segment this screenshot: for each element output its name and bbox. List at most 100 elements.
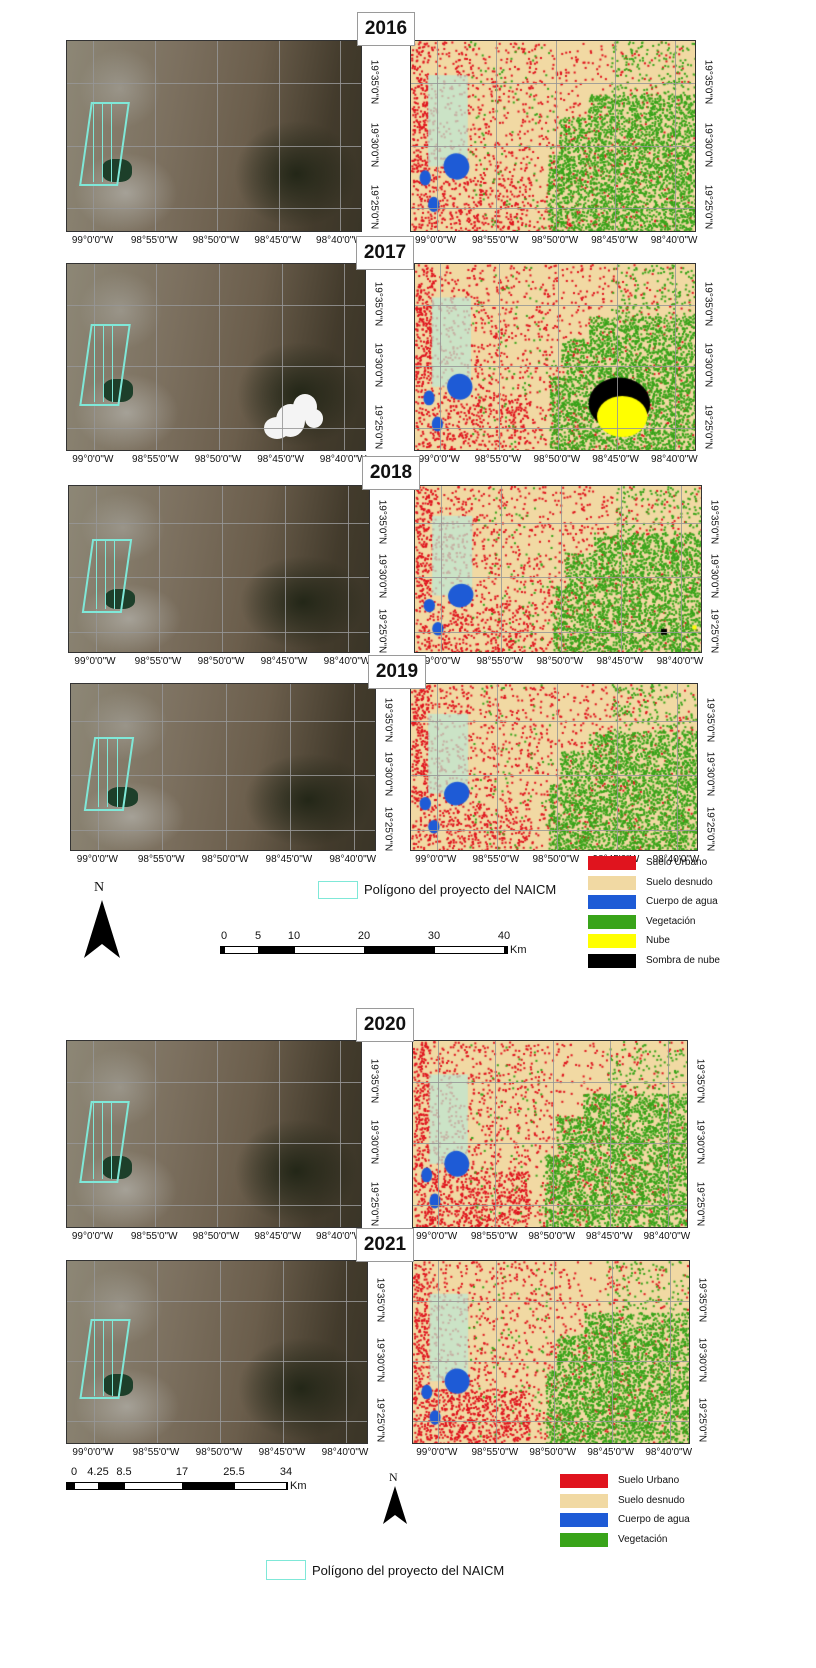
polygon-inner-line bbox=[111, 1100, 113, 1179]
longitude-tick-label: 98°55'0"W bbox=[476, 656, 524, 667]
scale-bar-segment bbox=[295, 947, 364, 953]
latitude-tick-label: 19°35'0"N bbox=[368, 59, 380, 105]
latitude-tick-label: 19°35'0"N bbox=[374, 1277, 386, 1323]
polygon-inner-line bbox=[103, 1319, 104, 1396]
lake-water-body bbox=[102, 1156, 132, 1179]
grid-line-horizontal bbox=[67, 366, 365, 368]
land-cover-classification-map bbox=[412, 1260, 690, 1444]
longitude-tick-label: 99°0'0"W bbox=[416, 1231, 458, 1242]
scale-label: 25.5 bbox=[223, 1466, 245, 1478]
scale-label: 20 bbox=[357, 930, 371, 942]
longitude-tick-label: 98°40'0"W bbox=[316, 235, 363, 246]
scale-bar-bottom: 0 4.25 8.5 17 25.5 34 Km bbox=[66, 1466, 356, 1496]
legend-swatch bbox=[560, 1493, 608, 1508]
latitude-tick-label: 19°30'0"N bbox=[368, 1120, 380, 1165]
longitude-tick-label: 98°55'0"W bbox=[132, 1447, 180, 1458]
grid-line-horizontal bbox=[415, 304, 695, 306]
north-label: N bbox=[389, 1470, 398, 1484]
legend-swatch bbox=[560, 1513, 608, 1527]
latitude-tick-label: 19°35'0"N bbox=[708, 499, 720, 544]
satellite-image-map bbox=[66, 1040, 362, 1228]
longitude-tick-label: 99°0'0"W bbox=[71, 235, 114, 246]
grid-line-vertical bbox=[667, 1041, 669, 1227]
year-label: 2017 bbox=[356, 236, 414, 270]
polygon-inner-line bbox=[93, 101, 95, 182]
polygon-inner-line bbox=[111, 323, 113, 402]
grid-line-vertical bbox=[675, 41, 677, 231]
class-legend-bottom: Suelo Urbano Suelo desnudo Cuerpo de agua V… bbox=[560, 1474, 760, 1574]
longitude-tick-label: 98°55'0"W bbox=[132, 454, 179, 465]
longitude-tick-label: 98°45'0"W bbox=[260, 656, 308, 667]
polygon-legend-bottom: Polígono del proyecto del NAICM bbox=[266, 1560, 526, 1580]
longitude-tick-label: 98°50'0"W bbox=[194, 454, 242, 465]
longitude-tick-label: 99°0'0"W bbox=[71, 1231, 114, 1242]
grid-line-vertical bbox=[220, 1261, 221, 1443]
classification-raster bbox=[413, 1041, 687, 1227]
polygon-inner-line bbox=[116, 737, 118, 807]
longitude-tick-label: 98°55'0"W bbox=[471, 1447, 519, 1458]
scale-bar-segment bbox=[435, 947, 504, 953]
longitude-tick-label: 99°0'0"W bbox=[414, 235, 457, 246]
satellite-image-map bbox=[66, 1260, 368, 1444]
grid-line-vertical bbox=[226, 684, 228, 850]
legend-label: Sombra de nube bbox=[646, 954, 720, 966]
latitude-tick-label: 19°30'0"N bbox=[694, 1120, 706, 1165]
grid-line-horizontal bbox=[67, 1204, 361, 1206]
longitude-tick-label: 98°50'0"W bbox=[533, 454, 581, 465]
longitude-tick-label: 98°55'0"W bbox=[472, 854, 520, 865]
polygon-swatch bbox=[266, 1560, 306, 1580]
grid-line-vertical bbox=[495, 1041, 497, 1227]
polygon-label: Polígono del proyecto del NAICM bbox=[364, 882, 557, 897]
legend-label: Suelo Urbano bbox=[618, 1475, 680, 1486]
legend-label: Nube bbox=[646, 935, 670, 946]
grid-line-vertical bbox=[555, 41, 557, 231]
scale-unit: Km bbox=[290, 1480, 307, 1492]
scale-bar-track bbox=[220, 946, 508, 954]
grid-line-horizontal bbox=[415, 427, 695, 429]
north-label: N bbox=[94, 880, 105, 895]
land-cover-classification-map bbox=[410, 40, 696, 232]
scale-unit: Km bbox=[510, 944, 527, 956]
scale-label: 8.5 bbox=[116, 1466, 132, 1478]
latitude-tick-label: 19°35'0"N bbox=[694, 1058, 706, 1104]
legend-label: Vegetación bbox=[646, 915, 696, 927]
latitude-tick-label: 19°30'0"N bbox=[382, 752, 394, 797]
latitude-tick-label: 19°35'0"N bbox=[702, 59, 714, 105]
longitude-tick-label: 99°0'0"W bbox=[72, 454, 114, 465]
grid-line-vertical bbox=[289, 684, 291, 850]
longitude-tick-label: 98°45'0"W bbox=[254, 235, 302, 246]
grid-line-vertical bbox=[669, 1261, 671, 1443]
grid-line-horizontal bbox=[67, 304, 365, 306]
grid-line-horizontal bbox=[413, 1421, 689, 1423]
scale-label: 40 bbox=[497, 930, 511, 942]
polygon-inner-line bbox=[98, 737, 100, 807]
grid-line-vertical bbox=[620, 486, 622, 652]
grid-line-vertical bbox=[344, 264, 346, 450]
land-cover-classification-map bbox=[414, 263, 696, 451]
longitude-tick-label: 98°45'0"W bbox=[587, 1447, 635, 1458]
latitude-tick-label: 19°30'0"N bbox=[702, 122, 714, 167]
latitude-tick-label: 19°35'0"N bbox=[382, 697, 394, 742]
latitude-tick-label: 19°30'0"N bbox=[696, 1337, 708, 1383]
grid-line-vertical bbox=[552, 1041, 554, 1227]
grid-line-vertical bbox=[340, 41, 342, 231]
grid-line-vertical bbox=[278, 1041, 280, 1227]
polygon-inner-line bbox=[94, 1319, 95, 1396]
year-label: 2020 bbox=[356, 1008, 414, 1042]
latitude-tick-label: 19°30'0"N bbox=[704, 752, 716, 797]
legend-label: Cuerpo de agua bbox=[646, 896, 718, 907]
classification-raster bbox=[411, 41, 695, 231]
latitude-tick-label: 19°25'0"N bbox=[702, 404, 714, 449]
latitude-tick-label: 19°30'0"N bbox=[372, 343, 384, 388]
grid-line-vertical bbox=[346, 1261, 347, 1443]
longitude-tick-label: 98°50'0"W bbox=[192, 1231, 240, 1242]
latitude-tick-label: 19°35'0"N bbox=[704, 697, 716, 742]
year-label: 2016 bbox=[357, 12, 415, 46]
longitude-tick-label: 98°55'0"W bbox=[134, 656, 182, 667]
longitude-tick-label: 98°50'0"W bbox=[192, 235, 240, 246]
longitude-tick-label: 99°0'0"W bbox=[72, 1447, 114, 1458]
scale-label: 0 bbox=[70, 1466, 78, 1478]
grid-line-horizontal bbox=[415, 366, 695, 368]
latitude-tick-label: 19°35'0"N bbox=[372, 281, 384, 327]
grid-line-horizontal bbox=[411, 82, 695, 84]
